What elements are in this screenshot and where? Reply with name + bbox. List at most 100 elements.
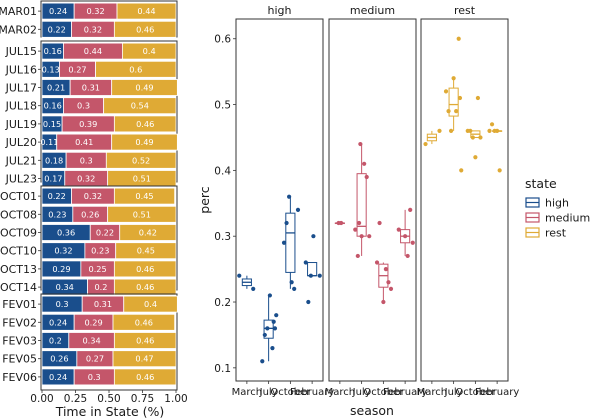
- data-point: [454, 109, 459, 114]
- facet-panel-border: [328, 18, 417, 382]
- y-tick-label: 0.1: [214, 363, 231, 375]
- bar-value-label: 0.49: [135, 83, 153, 93]
- x-tick-label: March: [232, 387, 262, 398]
- data-point: [465, 128, 470, 133]
- legend: state high medium rest: [525, 176, 590, 240]
- bar-segment-rest: [111, 79, 178, 96]
- data-point: [355, 253, 360, 259]
- data-point: [364, 174, 369, 180]
- y-tick-label: OCT10: [0, 245, 37, 258]
- bar-value-label: 0.34: [56, 282, 74, 292]
- bar-value-label: 0.3: [80, 155, 93, 165]
- y-tick-label: JUL21: [5, 154, 37, 167]
- data-point: [303, 260, 308, 265]
- data-point: [475, 95, 481, 101]
- data-point: [267, 293, 272, 298]
- data-point: [497, 168, 502, 173]
- x-tick-label: February: [290, 387, 334, 398]
- data-point: [423, 141, 428, 147]
- facet-strip-label: high: [268, 4, 292, 17]
- x-axis-title: Time in State (%): [55, 404, 165, 419]
- bar-value-label: 0.26: [50, 354, 68, 364]
- bar-value-label: 0.51: [133, 174, 151, 184]
- y-tick-label: FEV01: [2, 298, 37, 311]
- data-point: [356, 220, 362, 226]
- facet-panel-border: [235, 18, 324, 382]
- bar-value-label: 0.24: [49, 6, 67, 16]
- bar-value-label: 0.32: [84, 191, 102, 201]
- data-point: [289, 280, 294, 285]
- stacked-bar-chart: 0.24 0.32 0.44 MAR01 0.22 0.32 0.46 MAR02 0.16 0.…: [0, 0, 188, 419]
- data-point: [287, 194, 292, 199]
- x-tick-label: February: [383, 387, 427, 398]
- bar-value-label: 0.4: [143, 46, 156, 56]
- bar-value-label: 0.23: [48, 209, 66, 219]
- data-point: [306, 299, 311, 305]
- bar-segment-rest: [119, 224, 177, 241]
- bar-value-label: 0.3: [56, 299, 69, 309]
- x-tick-label: July: [259, 387, 278, 398]
- bar-value-label: 0.27: [68, 64, 86, 74]
- y-tick-label: 0.4: [214, 165, 231, 177]
- bar-segment-rest: [107, 205, 177, 223]
- bar-value-label: 0.2: [94, 282, 107, 292]
- bar-value-label: 0.47: [135, 354, 153, 364]
- bar-segment-rest: [112, 313, 176, 331]
- data-point: [459, 168, 464, 173]
- bar-value-label: 0.25: [88, 264, 106, 274]
- data-point: [396, 227, 401, 232]
- bar-value-label: 0.27: [86, 354, 104, 364]
- data-point: [251, 286, 256, 291]
- legend-title: state: [525, 176, 557, 191]
- y-tick-label: FEV03: [2, 335, 37, 348]
- y-tick-label: 0.2: [214, 297, 231, 309]
- x-tick-label: July: [444, 387, 463, 398]
- data-point: [448, 128, 454, 133]
- bar-value-label: 0.18: [45, 155, 63, 165]
- y-tick-label: JUL16: [5, 63, 37, 76]
- x-tick-label: 0.50: [97, 393, 120, 405]
- bar-value-label: 0.22: [96, 228, 114, 238]
- bar-segment-rest: [112, 350, 177, 368]
- y-tick-label: JUL18: [5, 100, 37, 113]
- x-tick-label: July: [352, 387, 371, 398]
- x-tick-label: 0.75: [131, 393, 154, 405]
- x-tick-label: February: [475, 387, 519, 398]
- bar-value-label: 0.41: [75, 137, 93, 147]
- x-tick-label: 0.25: [64, 393, 87, 405]
- data-point: [260, 359, 265, 364]
- bar-value-label: 0.39: [79, 119, 97, 129]
- bar-value-label: 0.36: [57, 228, 75, 238]
- data-point: [487, 128, 492, 133]
- data-point: [456, 36, 461, 41]
- bar-value-label: 0.24: [49, 317, 67, 327]
- y-tick-label: FEV02: [2, 316, 37, 329]
- y-axis-title: perc: [197, 186, 212, 213]
- x-tick-label: March: [325, 387, 355, 398]
- data-point: [446, 109, 451, 114]
- y-tick-label: FEV06: [2, 371, 37, 384]
- bar-segment-rest: [111, 133, 178, 151]
- legend-label: high: [545, 197, 569, 210]
- bar-value-label: 0.42: [139, 228, 157, 238]
- bar-value-label: 0.16: [44, 46, 62, 56]
- y-tick-label: JUL15: [5, 45, 37, 58]
- data-point: [437, 128, 442, 133]
- data-point: [470, 135, 475, 140]
- bar-value-label: 0.51: [133, 209, 151, 219]
- bar-value-label: 0.13: [42, 64, 60, 74]
- data-point: [383, 267, 389, 272]
- bar-value-label: 0.54: [131, 101, 149, 111]
- bar-segment-rest: [115, 242, 177, 260]
- data-point: [353, 227, 358, 232]
- data-point: [408, 207, 413, 212]
- data-point: [311, 234, 316, 239]
- bar-segment-rest: [113, 115, 177, 133]
- y-tick-label: 0.3: [214, 231, 231, 243]
- bar-value-label: 0.45: [137, 246, 155, 256]
- bar-value-label: 0.24: [49, 372, 67, 382]
- data-point: [270, 345, 275, 351]
- bar-value-label: 0.52: [132, 155, 150, 165]
- facet-strip-label: rest: [454, 4, 476, 17]
- x-tick-label: October: [455, 387, 496, 398]
